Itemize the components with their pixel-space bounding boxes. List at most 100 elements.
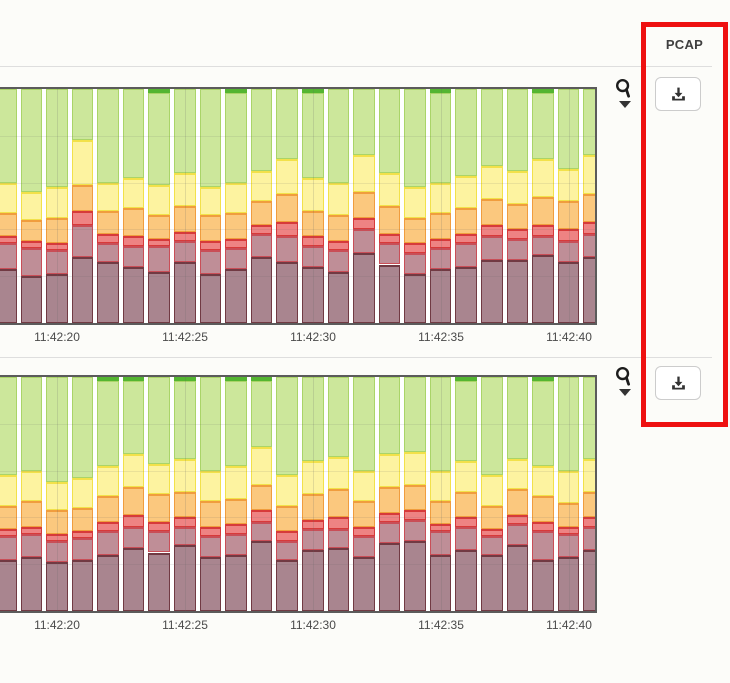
orange-segment <box>532 196 554 225</box>
histogram-bar[interactable] <box>20 89 43 323</box>
horizontal-gridline <box>0 517 595 519</box>
histogram-bar[interactable] <box>122 377 145 611</box>
pcap-download-button-1[interactable] <box>655 77 701 111</box>
accent-segment <box>532 89 554 93</box>
histogram-bar[interactable] <box>97 377 119 611</box>
orange-segment <box>532 496 554 523</box>
histogram-bar[interactable] <box>0 377 17 611</box>
histogram-bar[interactable] <box>353 89 375 323</box>
green-segment <box>429 377 452 471</box>
histogram-chart-2[interactable] <box>0 375 597 613</box>
histogram-bar[interactable] <box>250 377 273 611</box>
orange-segment <box>455 491 478 518</box>
accent-segment <box>97 377 119 381</box>
red-segment <box>583 517 595 527</box>
yellow-segment <box>71 477 94 509</box>
mauve-segment <box>353 229 375 253</box>
histogram-bar[interactable] <box>327 377 350 611</box>
histogram-bar[interactable] <box>378 377 401 611</box>
pcap-download-button-2[interactable] <box>655 366 701 400</box>
histogram-bar[interactable] <box>276 89 298 323</box>
histogram-bar[interactable] <box>276 377 298 611</box>
histogram-bar[interactable] <box>122 89 145 323</box>
histogram-bar[interactable] <box>557 89 580 323</box>
histogram-bar[interactable] <box>174 377 196 611</box>
yellow-segment <box>378 454 401 487</box>
histogram-bar[interactable] <box>506 377 529 611</box>
histogram-bar[interactable] <box>174 89 196 323</box>
caret-down-icon[interactable] <box>619 389 631 396</box>
histogram-bar[interactable] <box>0 89 17 323</box>
histogram-bar[interactable] <box>506 89 529 323</box>
histogram-bar[interactable] <box>353 377 375 611</box>
histogram-bar[interactable] <box>404 89 426 323</box>
red-segment <box>404 243 426 253</box>
histogram-bar[interactable] <box>71 377 94 611</box>
accent-segment <box>301 89 324 93</box>
histogram-bar[interactable] <box>71 89 94 323</box>
histogram-bar[interactable] <box>455 89 478 323</box>
histogram-bar[interactable] <box>250 89 273 323</box>
histogram-bar[interactable] <box>481 377 503 611</box>
histogram-bar[interactable] <box>583 377 595 611</box>
histogram-bar[interactable] <box>46 377 68 611</box>
yellow-segment <box>97 465 119 497</box>
magnifier-icon[interactable] <box>615 78 633 99</box>
histogram-bar[interactable] <box>199 89 222 323</box>
histogram-bar[interactable] <box>557 377 580 611</box>
orange-segment <box>250 201 273 225</box>
histogram-bar[interactable] <box>429 89 452 323</box>
histogram-bar[interactable] <box>225 89 247 323</box>
histogram-bar[interactable] <box>46 89 68 323</box>
histogram-chart-1[interactable] <box>0 87 597 325</box>
histogram-bar[interactable] <box>20 377 43 611</box>
dark-segment <box>0 559 17 611</box>
histogram-bar[interactable] <box>327 89 350 323</box>
dark-segment <box>174 545 196 611</box>
dark-segment <box>557 557 580 611</box>
dark-segment <box>276 262 298 323</box>
histogram-bar[interactable] <box>481 89 503 323</box>
dark-segment <box>225 269 247 323</box>
x-axis-tick-label: 11:42:35 <box>418 618 464 632</box>
red-segment <box>20 526 43 534</box>
x-axis-tick-label: 11:42:40 <box>546 330 592 344</box>
histogram-bar[interactable] <box>148 89 171 323</box>
orange-segment <box>353 191 375 218</box>
histogram-bar[interactable] <box>199 377 222 611</box>
histogram-bar[interactable] <box>378 89 401 323</box>
histogram-bar[interactable] <box>532 377 554 611</box>
histogram-bar[interactable] <box>97 89 119 323</box>
dark-segment <box>455 550 478 611</box>
histogram-bar[interactable] <box>583 89 595 323</box>
red-segment <box>0 236 17 244</box>
histogram-bar[interactable] <box>148 377 171 611</box>
red-segment <box>532 224 554 237</box>
red-segment <box>481 224 503 237</box>
red-segment <box>225 238 247 249</box>
caret-down-icon[interactable] <box>619 101 631 108</box>
magnifier-icon[interactable] <box>615 366 633 387</box>
histogram-bar[interactable] <box>404 377 426 611</box>
green-segment <box>506 89 529 171</box>
green-segment <box>122 89 145 178</box>
dark-segment <box>429 269 452 323</box>
histogram-bar[interactable] <box>225 377 247 611</box>
green-segment <box>583 377 595 459</box>
histogram-bar[interactable] <box>532 89 554 323</box>
red-segment <box>276 531 298 541</box>
mauve-segment <box>46 540 68 562</box>
red-segment <box>327 517 350 530</box>
histogram-bar[interactable] <box>429 377 452 611</box>
red-segment <box>455 517 478 527</box>
green-segment <box>250 89 273 171</box>
histogram-bar[interactable] <box>301 377 324 611</box>
green-segment <box>199 89 222 188</box>
green-segment <box>404 89 426 188</box>
orange-segment <box>225 498 247 525</box>
dark-segment <box>327 271 350 323</box>
histogram-bar[interactable] <box>455 377 478 611</box>
mauve-segment <box>301 245 324 267</box>
histogram-bar[interactable] <box>301 89 324 323</box>
orange-segment <box>225 213 247 239</box>
